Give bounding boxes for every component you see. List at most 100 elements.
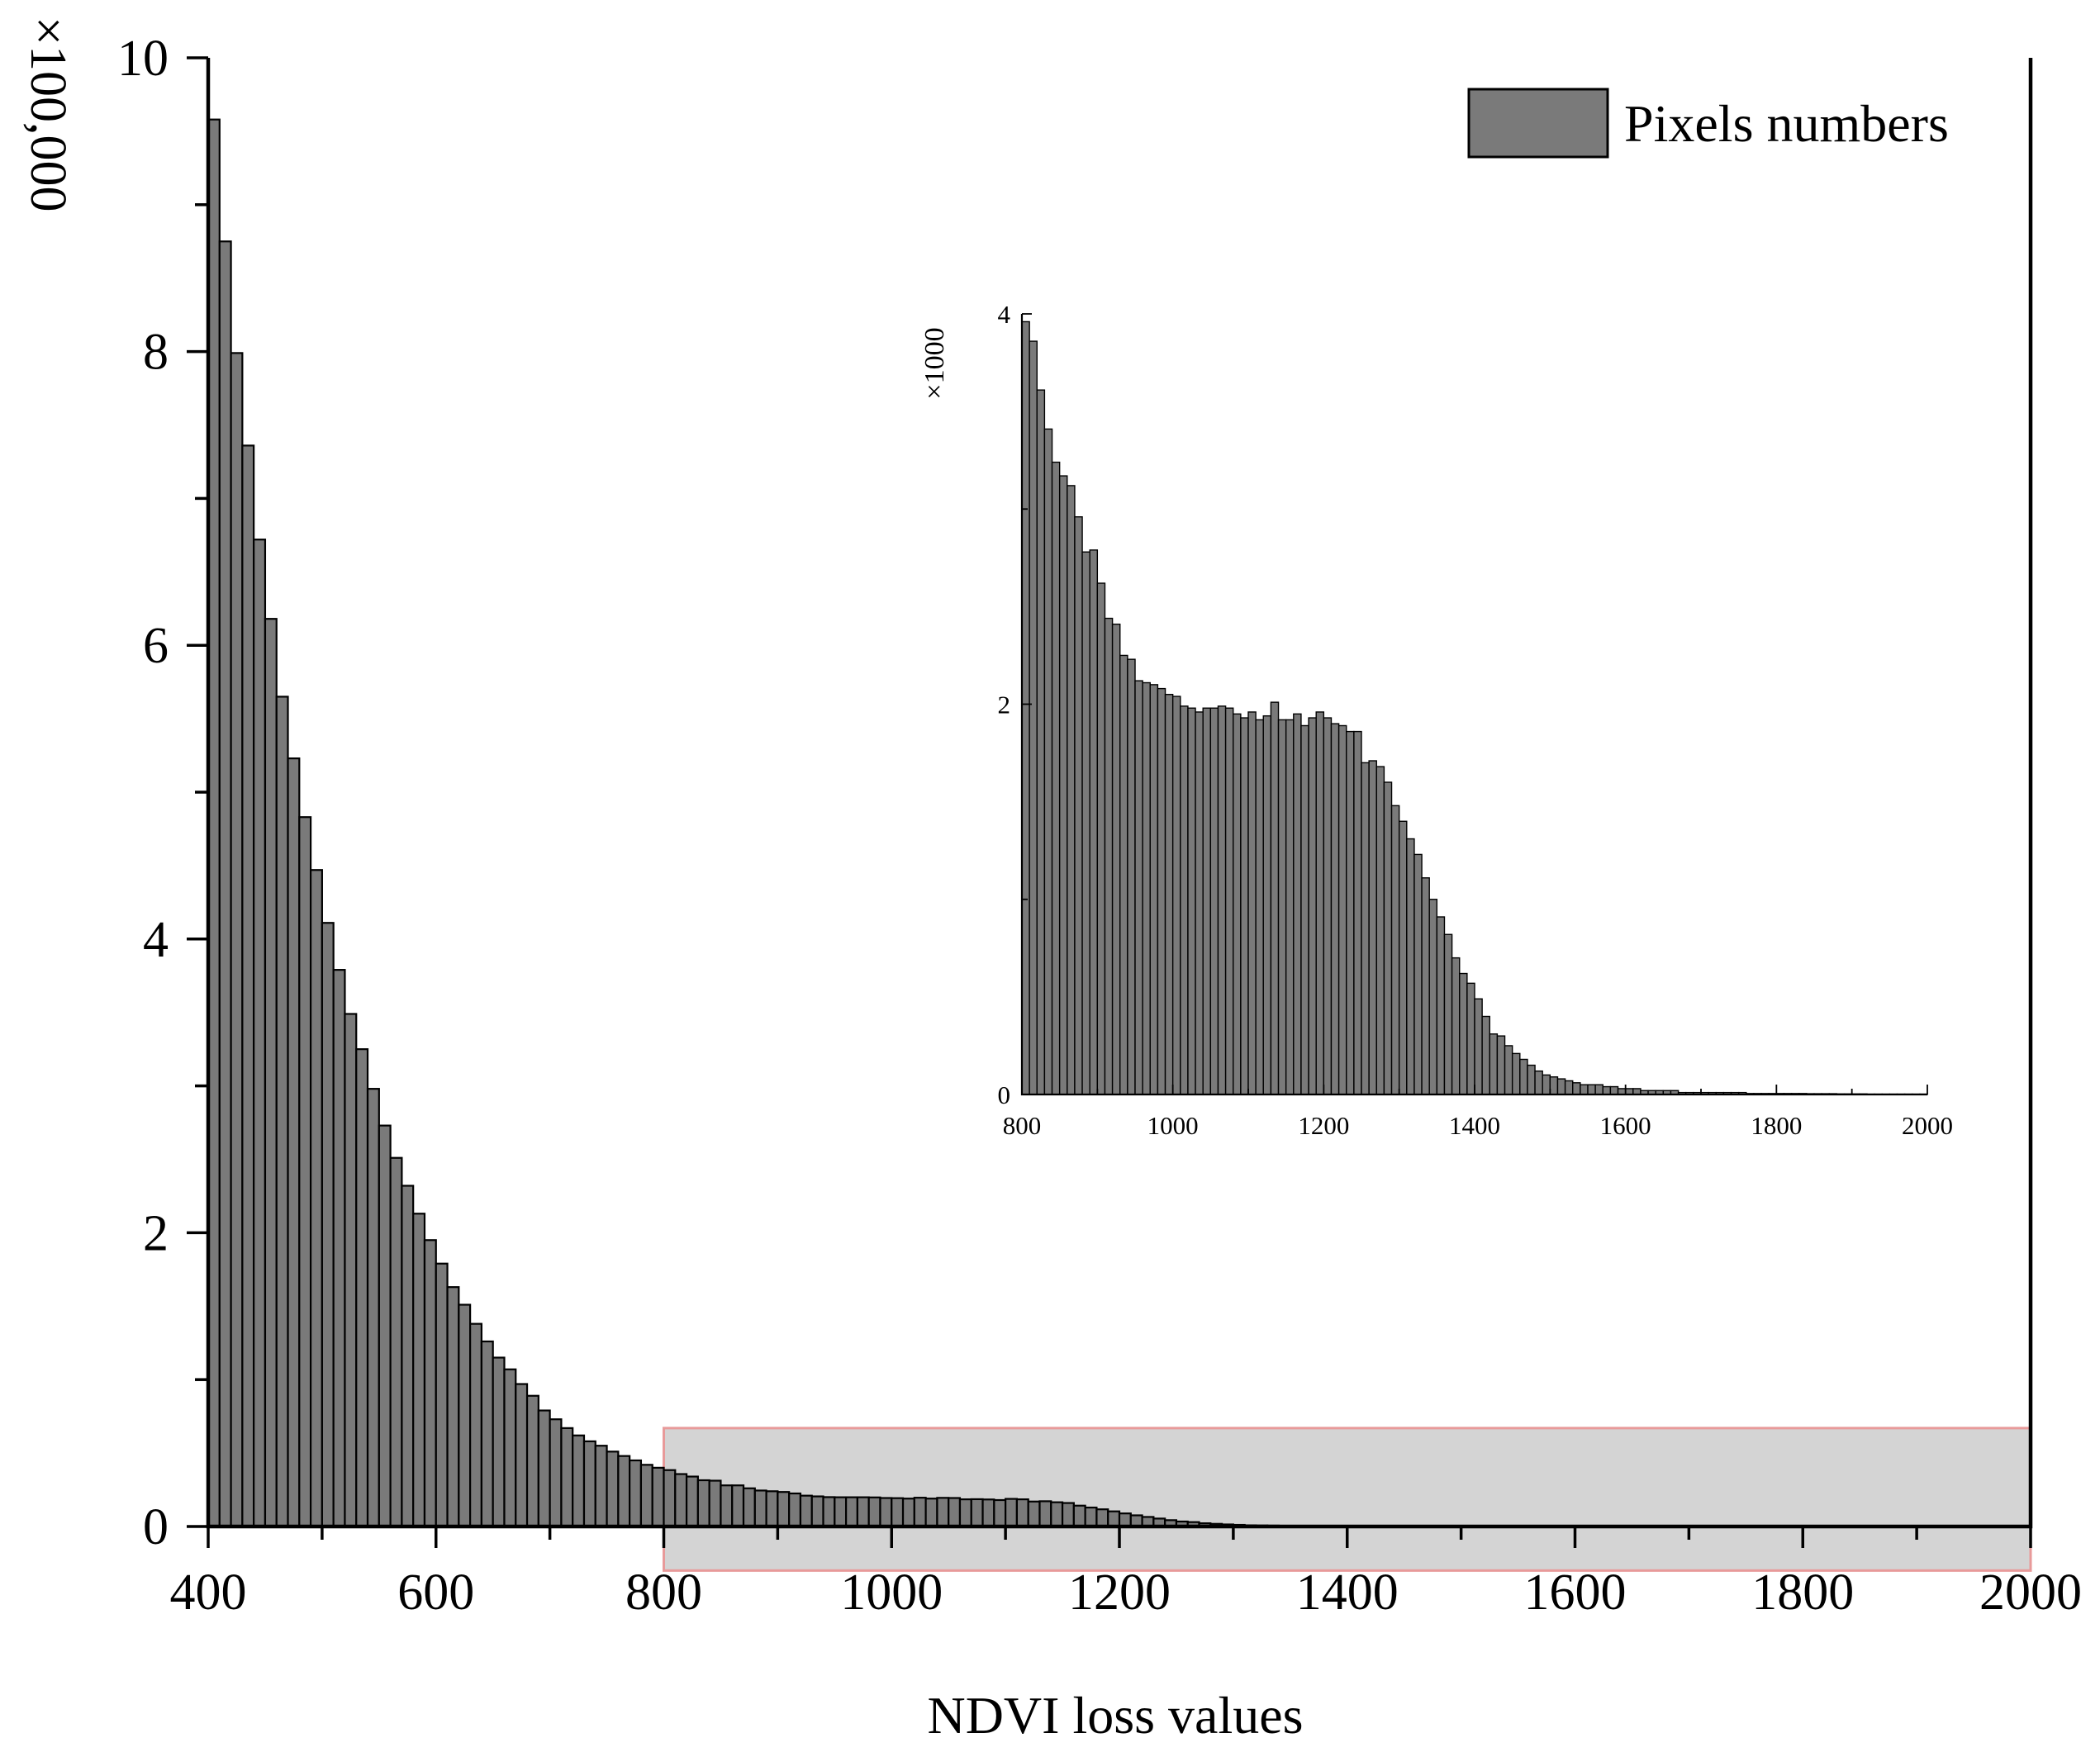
main-x-tick-label: 600	[397, 1564, 474, 1621]
inset-bar	[1368, 760, 1377, 1095]
legend: Pixels numbers	[1467, 88, 1949, 159]
main-bar	[810, 1495, 824, 1528]
inset-x-tick-label: 2000	[1902, 1111, 1953, 1140]
main-bar	[435, 1262, 449, 1528]
inset-x-tick-label: 1000	[1147, 1111, 1199, 1140]
main-x-tick-label: 800	[625, 1564, 702, 1621]
main-bar	[788, 1492, 802, 1528]
main-bar	[629, 1459, 643, 1528]
main-x-tick-label: 1000	[840, 1564, 943, 1621]
inset-bar	[1247, 711, 1257, 1095]
inset-bar	[1337, 724, 1347, 1095]
main-bar	[332, 969, 346, 1528]
inset-bar	[1021, 320, 1030, 1095]
inset-bar	[1542, 1074, 1551, 1095]
main-bar	[298, 816, 312, 1528]
main-bar	[537, 1409, 551, 1528]
inset-y-tick-label: 4	[998, 300, 1011, 329]
inset-bar	[1323, 717, 1333, 1095]
inset-y-multiplier: ×1000	[919, 327, 950, 399]
inset-bar	[1119, 654, 1128, 1095]
inset-bar	[1602, 1085, 1612, 1095]
inset-bar	[1413, 853, 1423, 1095]
main-bar	[378, 1124, 392, 1528]
inset-bar	[1398, 820, 1408, 1095]
main-bar	[549, 1418, 563, 1528]
inset-bar	[1074, 516, 1083, 1095]
inset-bar	[1043, 428, 1053, 1095]
main-bar	[1084, 1506, 1098, 1528]
inset-bar	[1443, 933, 1453, 1095]
main-bar	[822, 1496, 836, 1528]
inset-bar	[1481, 1015, 1490, 1095]
main-bar	[924, 1498, 938, 1528]
inset-bar	[1240, 717, 1249, 1095]
main-bar	[720, 1484, 734, 1528]
inset-bar	[1496, 1035, 1506, 1095]
inset-bar	[1111, 623, 1121, 1095]
inset-bar	[1428, 899, 1438, 1095]
main-y-tick-label: 0	[143, 1499, 169, 1555]
main-bar	[970, 1498, 984, 1528]
inset-bar	[1346, 730, 1355, 1095]
inset-x-tick-label: 1200	[1298, 1111, 1349, 1140]
inset-bar	[1511, 1052, 1521, 1095]
main-bar	[355, 1048, 369, 1528]
inset-bar	[1134, 680, 1143, 1095]
main-bar	[503, 1368, 517, 1528]
inset-bar	[1504, 1045, 1513, 1095]
main-x-tick-label: 1800	[1751, 1564, 1854, 1621]
main-bar	[275, 696, 289, 1528]
main-bar	[731, 1484, 745, 1528]
main-bar	[765, 1490, 779, 1528]
main-bar	[948, 1497, 962, 1528]
inset-bar	[1209, 707, 1219, 1095]
main-bar	[446, 1286, 460, 1528]
inset-x-tick-label: 1400	[1449, 1111, 1500, 1140]
inset-bar	[1096, 582, 1106, 1095]
main-bar	[389, 1156, 403, 1528]
main-bar	[993, 1498, 1007, 1528]
main-bar	[560, 1427, 574, 1528]
main-bar	[958, 1498, 972, 1528]
inset-bar	[1224, 707, 1234, 1095]
main-bar	[1015, 1498, 1029, 1528]
main-bar	[1038, 1500, 1052, 1528]
inset-bar	[1202, 707, 1212, 1095]
main-bar	[799, 1494, 813, 1528]
inset-bar	[1375, 766, 1385, 1095]
main-bar	[344, 1013, 358, 1528]
inset-bar	[1300, 724, 1309, 1095]
main-x-tick-label: 1600	[1524, 1564, 1627, 1621]
main-bar	[480, 1340, 494, 1528]
main-bar	[901, 1498, 915, 1528]
inset-bar	[1255, 719, 1264, 1095]
inset-y-tick-label: 2	[998, 691, 1011, 719]
main-bar	[492, 1356, 506, 1528]
inset-bar	[1104, 617, 1114, 1095]
inset-bar	[1277, 719, 1287, 1095]
inset-bar	[1330, 723, 1340, 1095]
main-bar	[879, 1497, 893, 1528]
inset-x-tick-label: 1800	[1751, 1111, 1802, 1140]
inset-bar	[1195, 711, 1204, 1095]
main-bar	[696, 1479, 710, 1528]
main-bar	[742, 1487, 756, 1528]
inset-bar	[1164, 693, 1174, 1095]
main-bar	[674, 1473, 688, 1528]
inset-bar	[1594, 1084, 1604, 1095]
main-y-tick-label: 8	[143, 325, 169, 381]
inset-bar	[1383, 781, 1393, 1095]
main-bar	[264, 618, 278, 1528]
inset-bar	[1089, 549, 1099, 1095]
inset-bar	[1421, 877, 1430, 1095]
main-bar	[913, 1497, 927, 1528]
main-bar	[891, 1497, 905, 1528]
main-bar	[309, 869, 323, 1528]
main-x-tick-label: 1200	[1068, 1564, 1171, 1621]
inset-bar	[1157, 687, 1166, 1095]
main-bar	[253, 539, 267, 1528]
main-bar	[515, 1383, 529, 1528]
main-y-multiplier: ×100,000	[20, 17, 76, 211]
